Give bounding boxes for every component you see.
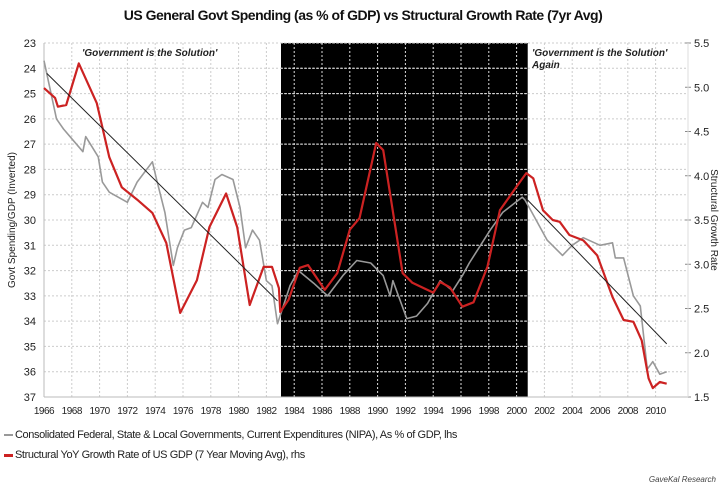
x-tick-label: 2010 bbox=[645, 406, 666, 417]
x-tick-label: 2008 bbox=[618, 406, 639, 417]
x-tick-label: 1966 bbox=[34, 406, 55, 417]
left-tick-label: 25 bbox=[24, 89, 36, 101]
left-tick-label: 28 bbox=[24, 164, 36, 176]
x-tick-label: 1982 bbox=[256, 406, 277, 417]
x-tick-label: 1996 bbox=[451, 406, 472, 417]
x-tick-label: 2002 bbox=[534, 406, 555, 417]
x-tick-label: 1978 bbox=[201, 406, 222, 417]
x-tick-label: 1992 bbox=[395, 406, 416, 417]
legend-swatch-red bbox=[4, 453, 13, 457]
left-tick-label: 30 bbox=[24, 215, 36, 227]
left-tick-label: 36 bbox=[24, 367, 36, 379]
left-axis-label: Govt Spending/GDP (Inverted) bbox=[7, 152, 18, 288]
legend-label: Structural YoY Growth Rate of US GDP (7 … bbox=[15, 449, 305, 461]
chart-title: US General Govt Spending (as % of GDP) v… bbox=[123, 7, 603, 23]
left-tick-label: 26 bbox=[24, 114, 36, 126]
series-line-govt-spending bbox=[43, 60, 667, 376]
x-tick-label: 2006 bbox=[590, 406, 611, 417]
right-axis-label: Structural Growth Rate bbox=[708, 169, 719, 271]
x-tick-label: 1984 bbox=[284, 406, 305, 417]
left-tick-label: 24 bbox=[24, 63, 36, 75]
left-tick-label: 37 bbox=[24, 392, 36, 404]
left-tick-label: 35 bbox=[24, 341, 36, 353]
left-tick-label: 29 bbox=[24, 190, 36, 202]
right-tick-label: 3.0 bbox=[694, 259, 709, 271]
x-tick-label: 1990 bbox=[367, 406, 388, 417]
x-tick-label: 1970 bbox=[89, 406, 110, 417]
x-tick-label: 1998 bbox=[479, 406, 500, 417]
right-tick-label: 2.5 bbox=[694, 304, 709, 316]
x-tick-label: 1968 bbox=[62, 406, 83, 417]
legend-label: Consolidated Federal, State & Local Gove… bbox=[15, 429, 457, 441]
left-tick-label: 31 bbox=[24, 240, 36, 252]
left-tick-label: 32 bbox=[24, 266, 36, 278]
annotation: 'Government is the Solution' bbox=[532, 48, 668, 59]
legend-item-growth-rate: Structural YoY Growth Rate of US GDP (7 … bbox=[4, 449, 305, 461]
x-tick-label: 1976 bbox=[173, 406, 194, 417]
x-tick-label: 1988 bbox=[340, 406, 361, 417]
right-tick-label: 5.0 bbox=[694, 82, 709, 94]
series-line-growth-rate bbox=[43, 62, 667, 390]
trend-line bbox=[46, 72, 278, 302]
annotation: 'Government is the Solution' bbox=[82, 48, 218, 59]
right-tick-label: 3.5 bbox=[694, 215, 709, 227]
legend-item-govt-spending: Consolidated Federal, State & Local Gove… bbox=[4, 429, 457, 441]
x-tick-label: 1974 bbox=[145, 406, 166, 417]
right-tick-label: 4.5 bbox=[694, 127, 709, 139]
annotation: Again bbox=[531, 60, 560, 71]
x-tick-label: 1986 bbox=[312, 406, 333, 417]
x-tick-label: 1994 bbox=[423, 406, 444, 417]
x-tick-label: 1972 bbox=[117, 406, 138, 417]
right-tick-label: 2.0 bbox=[694, 348, 709, 360]
left-tick-label: 27 bbox=[24, 139, 36, 151]
right-tick-label: 4.0 bbox=[694, 171, 709, 183]
x-tick-label: 2004 bbox=[562, 406, 583, 417]
left-tick-label: 23 bbox=[24, 38, 36, 50]
right-tick-label: 5.5 bbox=[694, 38, 709, 50]
legend-swatch-gray bbox=[4, 434, 13, 437]
left-tick-label: 33 bbox=[24, 291, 36, 303]
x-tick-label: 1980 bbox=[228, 406, 249, 417]
left-tick-label: 34 bbox=[24, 316, 36, 328]
source-credit: GaveKal Research bbox=[648, 475, 716, 484]
right-tick-label: 1.5 bbox=[694, 392, 709, 404]
trend-line bbox=[524, 196, 668, 345]
x-tick-label: 2000 bbox=[506, 406, 527, 417]
